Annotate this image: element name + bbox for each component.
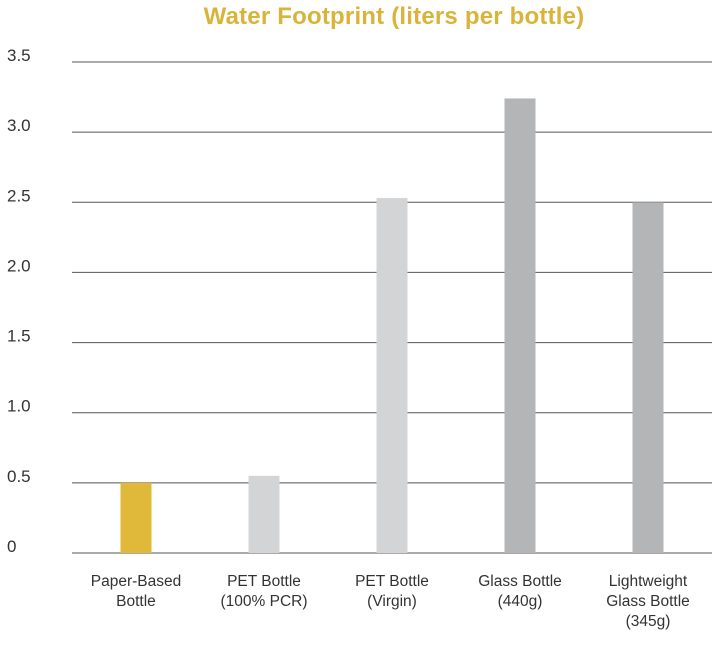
x-tick-label: Paper-Based Bottle xyxy=(91,573,181,610)
bar xyxy=(504,98,536,553)
x-tick-label-line: Glass Bottle xyxy=(478,573,562,590)
y-tick-label: 1.5 xyxy=(7,327,31,346)
bar xyxy=(632,202,664,554)
x-tick-label-line: (440g) xyxy=(498,593,543,610)
bar xyxy=(376,198,408,553)
bar xyxy=(248,475,280,553)
chart-title: Water Footprint (liters per bottle) xyxy=(203,3,585,30)
x-tick-label-line: Glass Bottle xyxy=(606,593,690,610)
x-tick-label-line: Paper-Based xyxy=(91,573,181,590)
bar xyxy=(120,482,152,553)
x-tick-label-line: PET Bottle xyxy=(227,573,301,590)
y-tick-label: 1.0 xyxy=(7,397,31,416)
x-tick-label-line: Bottle xyxy=(116,593,156,610)
y-tick-label: 3.0 xyxy=(7,116,31,135)
x-tick-label-line: Lightweight xyxy=(609,573,688,590)
x-tick-label: PET Bottle (100% PCR) xyxy=(221,573,308,610)
y-tick-label: 0 xyxy=(7,537,16,556)
x-tick-label-line: (345g) xyxy=(626,613,671,630)
x-tick-label-line: PET Bottle xyxy=(355,573,429,590)
x-tick-label-line: (100% PCR) xyxy=(221,593,308,610)
x-tick-label: PET Bottle (Virgin) xyxy=(355,573,429,610)
x-tick-label: Lightweight Glass Bottle (345g) xyxy=(606,573,690,630)
y-tick-label: 2.0 xyxy=(7,256,31,275)
x-tick-label: Glass Bottle (440g) xyxy=(478,573,562,610)
x-tick-label-line: (Virgin) xyxy=(367,593,417,610)
y-tick-label: 0.5 xyxy=(7,467,31,486)
y-tick-label: 2.5 xyxy=(7,186,31,205)
y-tick-label: 3.5 xyxy=(7,46,31,65)
